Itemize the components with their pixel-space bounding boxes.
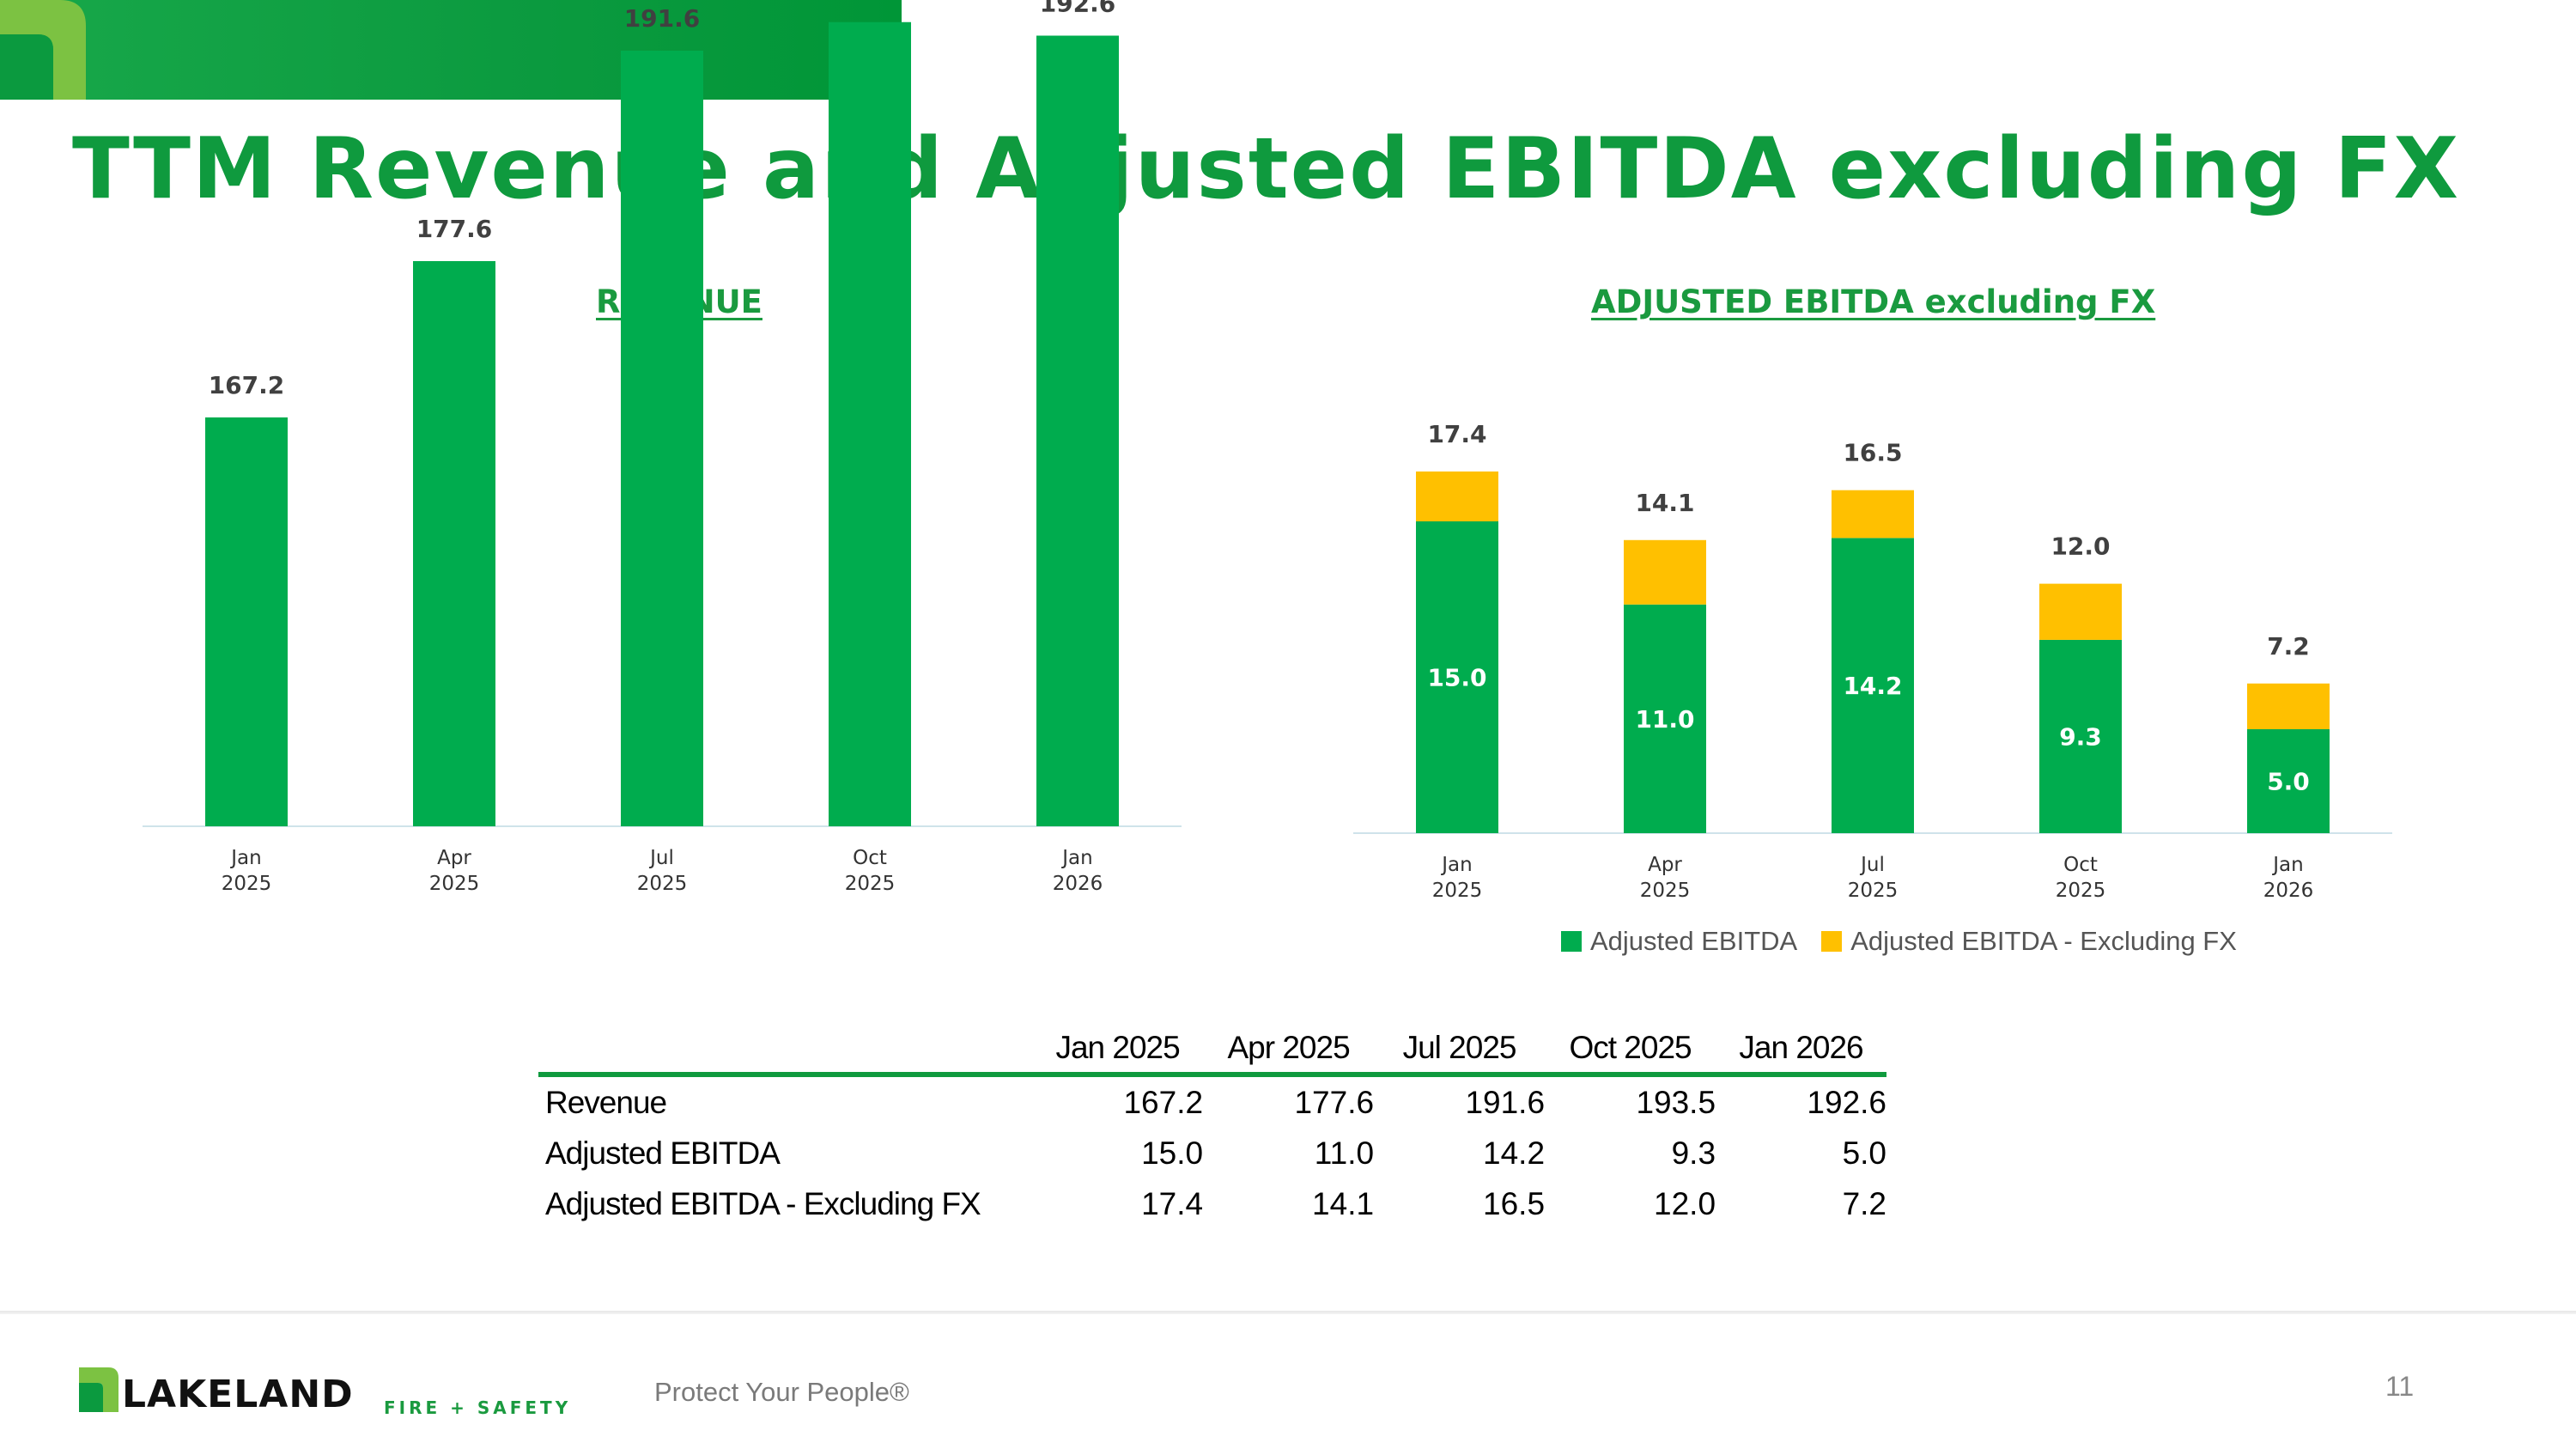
table-cell: 5.0 bbox=[1842, 1135, 1887, 1171]
table-header: Oct 2025 bbox=[1569, 1030, 1692, 1065]
ebitda-bar-segment bbox=[2039, 639, 2122, 833]
table-header: Jan 2025 bbox=[1055, 1030, 1180, 1065]
table-cell: 192.6 bbox=[1807, 1084, 1887, 1120]
table-cell: 15.0 bbox=[1141, 1135, 1204, 1171]
logo-wordmark: LAKELAND bbox=[122, 1373, 354, 1416]
legend-swatch-yellow bbox=[1821, 931, 1843, 952]
legend-item-excluding-fx: Adjusted EBITDA - Excluding FX bbox=[1821, 926, 2237, 957]
ebitda-bar-segment bbox=[1624, 604, 1706, 833]
x-tick-label: 2025 bbox=[1640, 880, 1691, 902]
ebitda-bar-segment bbox=[2247, 729, 2330, 833]
lakeland-logo: LAKELAND FIRE + SAFETY bbox=[79, 1367, 571, 1416]
table-header: Jan 2026 bbox=[1739, 1030, 1863, 1065]
logo-subtext: FIRE + SAFETY bbox=[384, 1397, 571, 1416]
leaf-logo-icon bbox=[0, 0, 86, 100]
revenue-bar bbox=[413, 261, 495, 826]
summary-table: Jan 2025 Apr 2025 Jul 2025 Oct 2025 Jan … bbox=[538, 1024, 1886, 1229]
revenue-bar bbox=[1036, 35, 1119, 826]
revenue-bar bbox=[205, 417, 288, 826]
fx-bar-segment bbox=[1832, 490, 1914, 539]
revenue-value-label: 192.6 bbox=[1040, 0, 1116, 18]
x-tick-label: 2025 bbox=[1432, 880, 1483, 902]
fx-total-label: 14.1 bbox=[1635, 489, 1694, 517]
page-number: 11 bbox=[2385, 1371, 2415, 1402]
revenue-bar bbox=[621, 51, 703, 826]
footer-tagline: Protect Your People® bbox=[654, 1377, 909, 1407]
revenue-chart: 167.2 Jan 2025 177.6 Apr 2025 191.6 Jul 2025 193.… bbox=[143, 0, 1182, 895]
table-row: Adjusted EBITDA 15.0 11.0 14.2 9.3 5.0 bbox=[538, 1128, 1886, 1178]
ebitda-bar-segment bbox=[1832, 538, 1914, 833]
legend-item-adjusted-ebitda: Adjusted EBITDA bbox=[1561, 926, 1797, 957]
fx-bar-segment bbox=[2039, 583, 2122, 640]
table-cell: 7.2 bbox=[1842, 1185, 1887, 1221]
ebitda-value-label: 9.3 bbox=[2059, 722, 2102, 751]
ebitda-value-label: 5.0 bbox=[2267, 768, 2310, 796]
x-tick-label: 2025 bbox=[1848, 880, 1899, 902]
revenue-value-label: 193.5 bbox=[832, 0, 908, 4]
table-cell: 177.6 bbox=[1294, 1084, 1375, 1120]
x-tick-label: Oct bbox=[2063, 854, 2098, 876]
ebitda-value-label: 14.2 bbox=[1843, 672, 1902, 700]
x-tick-label: 2025 bbox=[845, 873, 896, 895]
ebitda-legend: Adjusted EBITDA Adjusted EBITDA - Exclud… bbox=[1561, 926, 2237, 957]
ebitda-value-label: 11.0 bbox=[1635, 705, 1694, 734]
x-tick-label: 2025 bbox=[222, 873, 272, 895]
revenue-value-label: 177.6 bbox=[416, 215, 493, 243]
legend-label: Adjusted EBITDA - Excluding FX bbox=[1850, 926, 2237, 956]
row-label: Adjusted EBITDA - Excluding FX bbox=[545, 1185, 981, 1221]
x-tick-label: 2025 bbox=[429, 873, 480, 895]
x-tick-label: Oct bbox=[853, 847, 887, 869]
x-tick-label: 2025 bbox=[2056, 880, 2106, 902]
table-header-row: Jan 2025 Apr 2025 Jul 2025 Oct 2025 Jan … bbox=[538, 1024, 1886, 1077]
page-title: TTM Revenue and Adjusted EBITDA excludin… bbox=[72, 120, 2461, 218]
x-tick-label: Jan bbox=[1060, 847, 1092, 869]
legend-label: Adjusted EBITDA bbox=[1590, 926, 1798, 956]
x-tick-label: 2025 bbox=[637, 873, 688, 895]
table-row: Adjusted EBITDA - Excluding FX 17.4 14.1… bbox=[538, 1178, 1886, 1229]
x-tick-label: Jan bbox=[229, 847, 261, 869]
table-cell: 11.0 bbox=[1314, 1135, 1375, 1171]
x-tick-label: Apr bbox=[437, 847, 471, 869]
x-tick-label: Apr bbox=[1648, 854, 1682, 876]
table-cell: 9.3 bbox=[1671, 1135, 1716, 1171]
x-tick-label: 2026 bbox=[2263, 880, 2314, 902]
ebitda-bar-segment bbox=[1416, 521, 1498, 833]
row-label: Adjusted EBITDA bbox=[545, 1135, 781, 1171]
fx-total-label: 16.5 bbox=[1843, 439, 1902, 467]
fx-total-label: 12.0 bbox=[2050, 533, 2110, 561]
ebitda-chart: 15.0 17.4 Jan 2025 11.0 14.1 Apr 2025 14.2 16.5 Ju… bbox=[1353, 420, 2392, 902]
x-tick-label: Jan bbox=[2271, 854, 2303, 876]
ebitda-value-label: 15.0 bbox=[1427, 664, 1486, 692]
table-cell: 17.4 bbox=[1141, 1185, 1204, 1221]
revenue-value-label: 167.2 bbox=[209, 371, 285, 399]
x-tick-label: Jul bbox=[1859, 854, 1885, 876]
revenue-bar bbox=[829, 21, 911, 826]
table-cell: 12.0 bbox=[1654, 1185, 1716, 1221]
table-cell: 16.5 bbox=[1483, 1185, 1546, 1221]
table-cell: 167.2 bbox=[1123, 1084, 1204, 1120]
table-header: Apr 2025 bbox=[1227, 1030, 1350, 1065]
ebitda-chart-title: ADJUSTED EBITDA excluding FX bbox=[1591, 283, 2156, 320]
table-cell: 14.2 bbox=[1483, 1135, 1546, 1171]
table-cell: 191.6 bbox=[1465, 1084, 1546, 1120]
revenue-value-label: 191.6 bbox=[624, 4, 701, 33]
fx-bar-segment bbox=[1416, 471, 1498, 521]
fx-bar-segment bbox=[1624, 539, 1706, 605]
footer-divider bbox=[0, 1311, 2576, 1314]
table-row: Revenue 167.2 177.6 191.6 193.5 192.6 bbox=[538, 1077, 1886, 1128]
fx-total-label: 17.4 bbox=[1427, 420, 1486, 448]
fx-total-label: 7.2 bbox=[2267, 632, 2310, 661]
x-tick-label: Jul bbox=[648, 847, 674, 869]
table-cell: 14.1 bbox=[1312, 1185, 1375, 1221]
row-label: Revenue bbox=[545, 1084, 667, 1120]
fx-bar-segment bbox=[2247, 683, 2330, 729]
legend-swatch-green bbox=[1561, 931, 1582, 952]
x-tick-label: 2026 bbox=[1053, 873, 1103, 895]
table-header: Jul 2025 bbox=[1402, 1030, 1517, 1065]
table-cell: 193.5 bbox=[1636, 1084, 1716, 1120]
x-tick-label: Jan bbox=[1440, 854, 1472, 876]
header-bar bbox=[0, 0, 902, 100]
